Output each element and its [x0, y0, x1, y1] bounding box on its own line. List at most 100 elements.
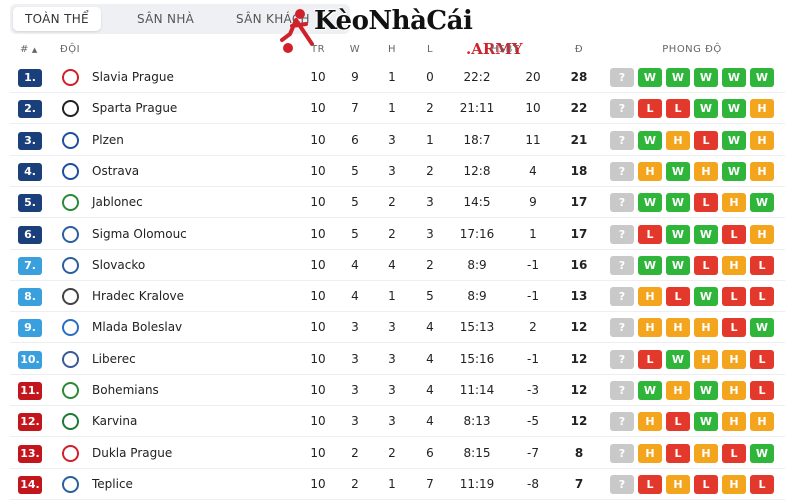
form-badge: W [666, 349, 690, 369]
tab[interactable]: SÂN KHÁCH [236, 12, 310, 26]
form-badge: W [750, 443, 774, 463]
stat-h: 2 [388, 195, 396, 210]
form-badge: L [750, 381, 774, 400]
stat-played: 10 [310, 383, 326, 397]
table-row[interactable]: 5. Jablonec 10 5 2 3 14:5 9 17? W W L H W [10, 187, 785, 219]
stat-l: 4 [426, 414, 434, 429]
form-badge: L [750, 474, 774, 494]
form-badge: W [694, 412, 718, 432]
table-row[interactable]: 9. Mlada Boleslav 10 3 3 4 15:13 2 12? H H H L W [10, 312, 785, 344]
team-name[interactable]: Liberec [92, 351, 136, 366]
table-row[interactable]: 1. Slavia Prague 10 9 1 0 22:2 20 28? W W W W W [10, 62, 785, 93]
stat-points: 18 [570, 163, 588, 178]
table-row[interactable]: 10. Liberec 10 3 3 4 15:16 -1 12? L W H H L [10, 344, 785, 375]
tab[interactable]: SÂN NHÀ [137, 12, 195, 26]
column-header[interactable]: # ▲ [20, 44, 38, 55]
form-badge: L [750, 349, 774, 369]
form-badge: H [750, 99, 774, 119]
team-name[interactable]: Slavia Prague [92, 70, 174, 84]
table-row[interactable]: 12. Karvina 10 3 3 4 8:13 -5 12? H L W H H [10, 406, 785, 438]
team-name[interactable]: Bohemians [92, 383, 159, 397]
form-badge: W [638, 193, 662, 213]
form-badge[interactable]: ? [610, 412, 634, 432]
form-badge: H [694, 443, 718, 463]
form-badge: H [638, 318, 662, 338]
team-name[interactable]: Teplice [92, 476, 133, 491]
team-name[interactable]: Karvina [92, 414, 138, 429]
form-badge: L [722, 287, 746, 307]
form-badge: H [750, 224, 774, 244]
stat-l: 0 [426, 70, 434, 84]
form-badge[interactable]: ? [610, 193, 634, 213]
form-badge[interactable]: ? [610, 224, 634, 244]
stat-h: 3 [388, 320, 396, 335]
table-row[interactable]: 4. Ostrava 10 5 3 2 12:8 4 18? H W H W H [10, 156, 785, 187]
form-badge[interactable]: ? [610, 474, 634, 494]
column-header: L [426, 44, 434, 55]
stat-w: 5 [351, 195, 359, 210]
stat-l: 2 [426, 101, 434, 116]
form-badge[interactable]: ? [610, 318, 634, 338]
form-badge: H [722, 412, 746, 432]
team-logo [62, 350, 79, 368]
team-name[interactable]: Sparta Prague [92, 101, 178, 116]
form-badge: L [694, 255, 718, 275]
team-name[interactable]: Jablonec [92, 195, 143, 210]
table-row[interactable]: 3. Plzen 10 6 3 1 18:7 11 21? W H L W H [10, 125, 785, 156]
form-badge: L [750, 255, 774, 275]
table-row[interactable]: 2. Sparta Prague 10 7 1 2 21:11 10 22? L L W W H [10, 93, 785, 125]
stat-w: 2 [351, 476, 359, 491]
team-name[interactable]: Plzen [92, 132, 124, 147]
stat-played: 10 [310, 414, 326, 429]
team-name[interactable]: Sigma Olomouc [92, 226, 187, 241]
form-badge[interactable]: ? [610, 443, 634, 463]
form-badge[interactable]: ? [610, 68, 634, 87]
form-badge[interactable]: ? [610, 130, 634, 150]
form-badge: L [638, 349, 662, 369]
form-badge: H [694, 349, 718, 369]
stat-played: 10 [310, 476, 326, 491]
table-row[interactable]: 7. Slovacko 10 4 4 2 8:9 -1 16? W W L H L [10, 250, 785, 281]
form-badge[interactable]: ? [610, 381, 634, 400]
stat-played: 10 [310, 226, 326, 241]
form-badge[interactable]: ? [610, 287, 634, 307]
team-name[interactable]: Ostrava [92, 163, 140, 178]
stat-points: 16 [570, 257, 588, 272]
form-badge[interactable]: ? [610, 349, 634, 369]
stat-l: 5 [426, 289, 434, 304]
form-badge[interactable]: ? [610, 99, 634, 119]
stat-diff: -5 [527, 414, 539, 429]
table-row[interactable]: 6. Sigma Olomouc 10 5 2 3 17:16 1 17? L W W L H [10, 219, 785, 250]
rank-badge: 3. [18, 131, 42, 150]
stat-points: 28 [570, 70, 588, 84]
form-badge: H [722, 381, 746, 400]
form-badge: W [722, 99, 746, 119]
stat-diff: -1 [527, 289, 539, 304]
table-row[interactable]: 11. Bohemians 10 3 3 4 11:14 -3 12? W H W H L [10, 375, 785, 406]
team-name[interactable]: Mlada Boleslav [92, 320, 183, 335]
form-badge[interactable]: ? [610, 161, 634, 181]
table-row[interactable]: 13. Dukla Prague 10 2 2 6 8:15 -7 8? H L H L W [10, 438, 785, 469]
team-name[interactable]: Slovacko [92, 257, 146, 272]
form-badge: L [638, 99, 662, 119]
form-badge[interactable]: ? [610, 255, 634, 275]
form-badge: W [694, 224, 718, 244]
stat-w: 9 [351, 70, 359, 84]
form-badge: L [722, 318, 746, 338]
stat-h: 3 [388, 414, 396, 429]
table-row[interactable]: 8. Hradec Kralove 10 4 1 5 8:9 -1 13? H L W L L [10, 281, 785, 313]
team-logo [62, 444, 79, 462]
stat-diff: 4 [529, 163, 537, 178]
table-row[interactable]: 14. Teplice 10 2 1 7 11:19 -8 7? L H L H L [10, 469, 785, 500]
form-badge: W [666, 255, 690, 275]
team-name[interactable]: Hradec Kralove [92, 289, 185, 304]
form-badge: H [750, 161, 774, 181]
stat-goals: 14:5 [463, 195, 491, 210]
form-badge: W [694, 68, 718, 87]
team-name[interactable]: Dukla Prague [92, 445, 173, 460]
form-badge: L [722, 224, 746, 244]
stat-l: 4 [426, 320, 434, 335]
stat-played: 10 [310, 132, 326, 147]
tab[interactable]: TOÀN THỂ [13, 7, 101, 31]
stat-points: 17 [570, 226, 588, 241]
